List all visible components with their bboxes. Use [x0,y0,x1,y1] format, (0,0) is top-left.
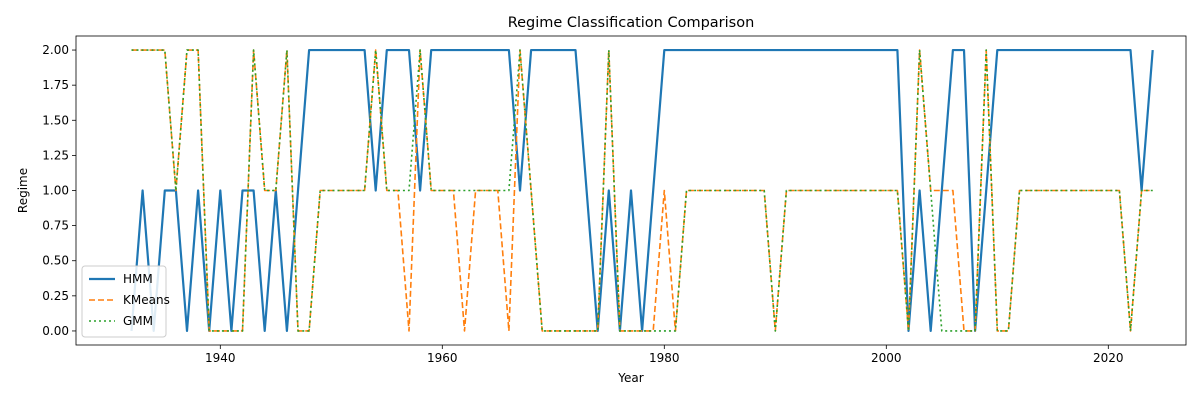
y-tick-label: 1.75 [42,78,69,92]
axis-ticks: 1940 1960 1980 2000 2020 0.00 0.25 0.50 0.75 1.00… [42,43,1123,365]
x-tick-label: 1960 [427,351,458,365]
x-tick-label: 1940 [205,351,236,365]
y-tick-label: 1.25 [42,148,69,162]
chart-title: Regime Classification Comparison [508,15,755,31]
x-tick-label: 1980 [649,351,680,365]
y-tick-label: 0.25 [42,289,69,303]
plot-frame [75,35,1187,346]
y-tick-label: 1.00 [42,184,69,198]
legend-label-gmm: GMM [123,314,153,328]
y-axis-label: Regime [16,168,30,213]
y-tick-label: 0.50 [42,254,69,268]
legend-label-hmm: HMM [123,272,153,286]
x-axis-label: Year [617,371,643,385]
y-tick-label: 0.75 [42,219,69,233]
y-tick-label: 2.00 [42,43,69,57]
legend-box [81,265,167,338]
legend: HMM KMeans GMM [81,265,170,338]
x-tick-label: 2000 [871,351,902,365]
legend-label-kmeans: KMeans [123,293,170,307]
y-tick-label: 0.00 [42,324,69,338]
series-line-kmeans [131,49,1153,332]
y-tick-label: 1.50 [42,113,69,127]
x-tick-label: 2020 [1093,351,1124,365]
series-lines [130,48,1154,333]
